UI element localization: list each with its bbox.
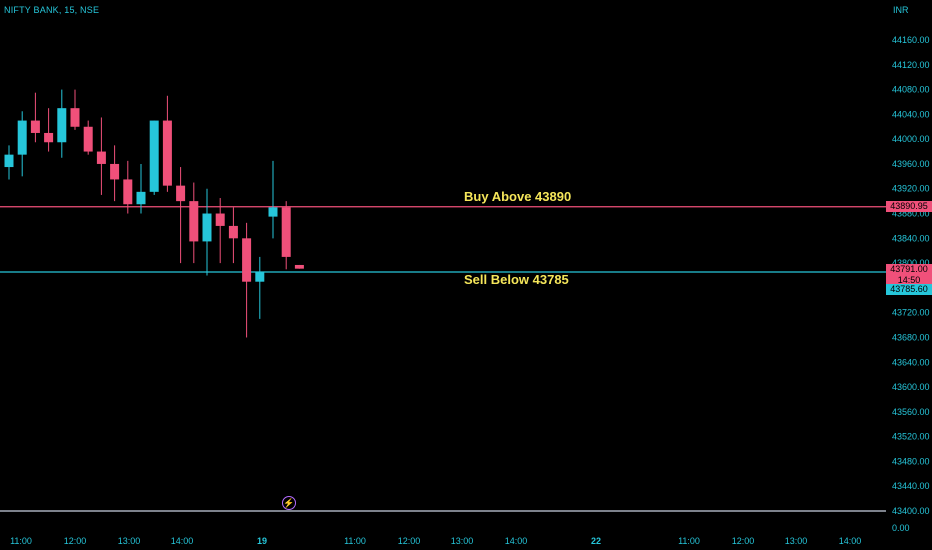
y-tick-label: 43640.00 [892, 357, 930, 367]
x-tick-label: 11:00 [678, 536, 700, 546]
y-tick-label: 44000.00 [892, 134, 930, 144]
bar-countdown: 14:50 [897, 275, 921, 285]
y-tick-label: 43440.00 [892, 481, 930, 491]
lightning-icon[interactable]: ⚡ [282, 496, 296, 510]
buy-price-tag: 43890.95 [886, 201, 932, 212]
y-tick-label: 44040.00 [892, 109, 930, 119]
candle-body [176, 185, 186, 202]
candle-body [162, 120, 172, 186]
y-tick-label: 43840.00 [892, 233, 930, 243]
last-price-value: 43791.00 [890, 264, 928, 274]
y-tick-label: 43560.00 [892, 407, 930, 417]
candle-body [30, 120, 40, 133]
x-tick-label: 14:00 [171, 536, 194, 546]
candle-body [228, 225, 238, 239]
x-tick-label: 14:00 [839, 536, 862, 546]
y-tick-label: 43520.00 [892, 432, 930, 442]
x-tick-label: 22 [591, 536, 601, 546]
y-tick-label: 43680.00 [892, 332, 930, 342]
candle-body [294, 264, 304, 269]
x-tick-label: 12:00 [64, 536, 87, 546]
candle-body [57, 108, 67, 143]
x-tick-label: 12:00 [732, 536, 755, 546]
candle-body [83, 126, 93, 152]
candle-body [136, 191, 146, 205]
candle-body [96, 151, 106, 164]
candle-body [189, 201, 199, 242]
candle-body [281, 207, 291, 257]
sell-below-label: Sell Below 43785 [464, 272, 569, 287]
y-tick-label: 43480.00 [892, 456, 930, 466]
x-tick-label: 13:00 [118, 536, 141, 546]
x-tick-label: 13:00 [451, 536, 474, 546]
y-tick-label: 43960.00 [892, 159, 930, 169]
candle-body [242, 238, 252, 282]
candle-body [70, 108, 80, 127]
candle-body [268, 207, 278, 217]
y-tick-label: 0.00 [892, 523, 910, 533]
x-tick-label: 13:00 [785, 536, 808, 546]
x-tick-label: 19 [257, 536, 267, 546]
candle-body [215, 213, 225, 226]
x-tick-label: 12:00 [398, 536, 421, 546]
y-tick-label: 43400.00 [892, 506, 930, 516]
y-tick-label: 43720.00 [892, 308, 930, 318]
candle-body [123, 179, 133, 205]
y-tick-label: 44160.00 [892, 35, 930, 45]
last-price-tag: 43791.00 14:50 [886, 264, 932, 285]
candle-body [4, 154, 14, 168]
currency-label: INR [893, 5, 909, 15]
x-tick-label: 14:00 [505, 536, 528, 546]
y-tick-label: 43880.00 [892, 209, 930, 219]
y-tick-label: 43600.00 [892, 382, 930, 392]
candle-body [17, 120, 27, 155]
candle-body [255, 272, 265, 282]
x-tick-label: 11:00 [10, 536, 32, 546]
sell-price-tag: 43785.60 [886, 284, 932, 295]
candle-body [110, 163, 120, 180]
symbol-title: NIFTY BANK, 15, NSE [4, 5, 100, 15]
y-tick-label: 43800.00 [892, 258, 930, 268]
y-tick-label: 44080.00 [892, 85, 930, 95]
y-tick-label: 44120.00 [892, 60, 930, 70]
candle-body [149, 120, 159, 192]
x-tick-label: 11:00 [344, 536, 366, 546]
candle-body [44, 132, 54, 143]
buy-above-label: Buy Above 43890 [464, 189, 572, 204]
y-tick-label: 43920.00 [892, 184, 930, 194]
candle-body [202, 213, 212, 242]
